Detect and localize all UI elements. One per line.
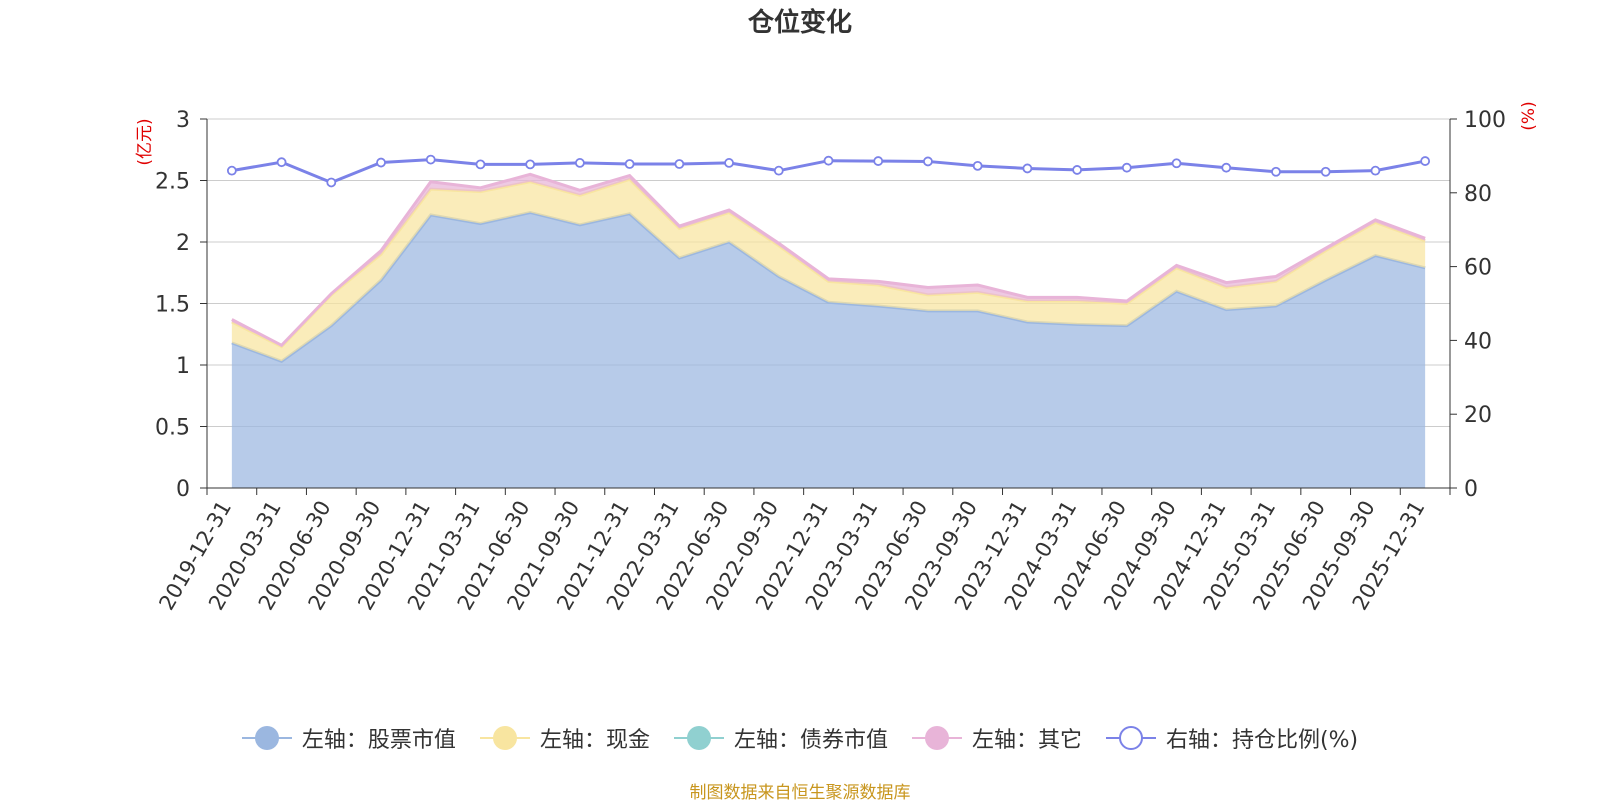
point-右轴：持仓比例(%) (1420, 156, 1431, 166)
point-右轴：持仓比例(%) (1370, 165, 1381, 176)
point-右轴：持仓比例(%) (972, 160, 983, 171)
legend-marker-icon (241, 725, 292, 751)
point-右轴：持仓比例(%) (276, 157, 287, 168)
legend-marker-icon (673, 725, 724, 751)
legend-label: 左轴：债券市值 (733, 728, 888, 753)
legend-marker-icon (1105, 725, 1156, 751)
right-tick-label: 100 (1464, 108, 1506, 133)
left-tick-label: 0 (176, 477, 190, 502)
area-layer (231, 172, 1426, 489)
point-右轴：持仓比例(%) (1171, 158, 1182, 169)
point-右轴：持仓比例(%) (425, 154, 436, 165)
legend-label: 右轴：持仓比例(%) (1165, 728, 1359, 753)
point-右轴：持仓比例(%) (823, 155, 834, 166)
legend-item[interactable]: 左轴：现金 (479, 722, 650, 754)
area-左轴：现金 (231, 179, 1426, 362)
left-tick-label: 1 (176, 354, 190, 379)
line-layer (226, 154, 1431, 188)
legend: 左轴：股票市值 左轴：现金 左轴：债券市值 左轴：其它 右轴：持仓比例(%) (0, 722, 1600, 754)
legend-label: 左轴：现金 (539, 728, 650, 753)
left-tick-label: 0.5 (155, 416, 190, 441)
point-右轴：持仓比例(%) (724, 158, 734, 168)
point-右轴：持仓比例(%) (525, 159, 536, 170)
legend-label: 左轴：其它 (971, 728, 1082, 753)
legend-marker-icon (479, 725, 530, 751)
point-右轴：持仓比例(%) (923, 156, 933, 167)
point-右轴：持仓比例(%) (1271, 166, 1281, 177)
point-右轴：持仓比例(%) (1221, 162, 1232, 173)
right-tick-label: 40 (1464, 329, 1492, 354)
point-右轴：持仓比例(%) (674, 159, 685, 169)
point-右轴：持仓比例(%) (624, 159, 635, 169)
right-tick-label: 20 (1464, 403, 1492, 428)
point-右轴：持仓比例(%) (575, 158, 585, 168)
area-左轴：股票市值 (231, 212, 1426, 489)
point-右轴：持仓比例(%) (1121, 162, 1132, 173)
right-tick-label: 0 (1464, 477, 1478, 502)
left-tick-label: 3 (176, 108, 190, 133)
point-右轴：持仓比例(%) (1320, 166, 1331, 177)
point-右轴：持仓比例(%) (376, 157, 386, 168)
legend-item[interactable]: 左轴：其它 (911, 722, 1082, 754)
point-右轴：持仓比例(%) (1072, 165, 1082, 175)
left-tick-label: 2 (176, 231, 190, 256)
right-tick-label: 80 (1464, 182, 1492, 207)
legend-item[interactable]: 左轴：股票市值 (241, 722, 456, 754)
legend-label: 左轴：股票市值 (301, 728, 456, 753)
legend-item[interactable]: 左轴：债券市值 (673, 722, 888, 754)
area-edge-左轴：其它 (231, 172, 1426, 348)
left-tick-label: 1.5 (155, 293, 190, 318)
axis-layer (200, 118, 1457, 495)
legend-item[interactable]: 右轴：持仓比例(%) (1105, 722, 1359, 754)
right-tick-label: 60 (1464, 256, 1492, 281)
point-右轴：持仓比例(%) (1022, 163, 1033, 174)
point-右轴：持仓比例(%) (226, 165, 237, 176)
point-右轴：持仓比例(%) (475, 159, 486, 170)
point-右轴：持仓比例(%) (773, 165, 784, 176)
left-tick-label: 2.5 (155, 170, 190, 195)
source-note: 制图数据来自恒生聚源数据库 (689, 783, 911, 803)
point-右轴：持仓比例(%) (326, 177, 337, 188)
left-axis-unit: (亿元) (135, 118, 155, 165)
point-右轴：持仓比例(%) (873, 156, 884, 166)
chart-title: 仓位变化 (747, 8, 852, 38)
right-axis-unit: (%) (1519, 101, 1539, 130)
legend-marker-icon (911, 725, 962, 751)
